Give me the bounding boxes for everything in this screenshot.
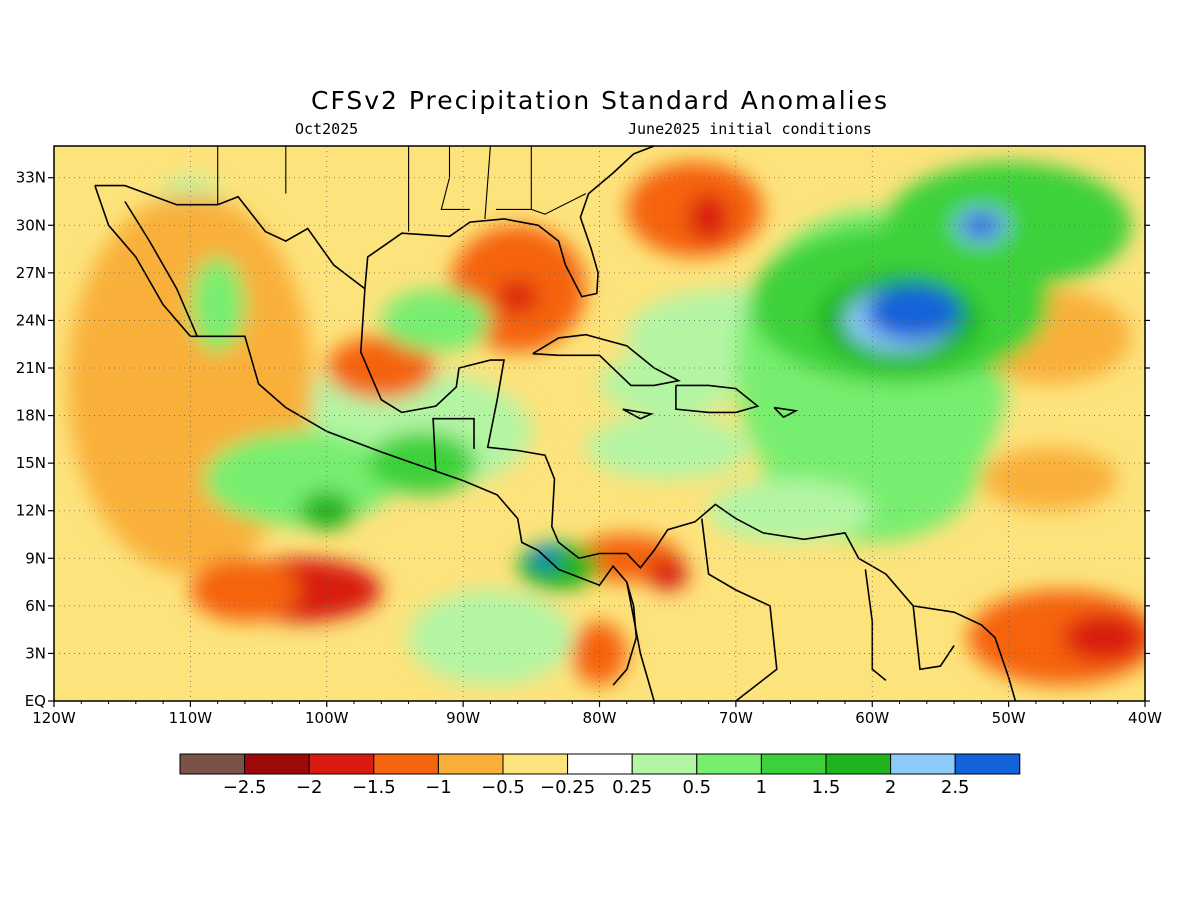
coastline <box>773 406 799 419</box>
anomaly-feature <box>967 590 1145 686</box>
initial-conditions: June2025 initial conditions <box>628 120 872 138</box>
lon-tick-label: 120W <box>32 709 76 727</box>
anomaly-feature <box>497 280 539 313</box>
lon-tick-label: 100W <box>305 709 349 727</box>
coastline <box>626 581 655 701</box>
anomaly-feature <box>981 447 1118 511</box>
legend-swatch <box>567 753 633 775</box>
coastline <box>359 288 1017 701</box>
lat-tick-label: 21N <box>16 359 46 377</box>
map-title: CFSv2 Precipitation Standard Anomalies <box>310 86 889 115</box>
anomaly-feature <box>190 257 245 353</box>
forecast-month: Oct2025 <box>295 120 359 138</box>
legend-label: −2.5 <box>223 777 267 798</box>
lat-tick-label: 24N <box>16 311 46 329</box>
color-legend: −2.5 −2 −1.5 −1 −0.5 −0.25 0.25 0.5 1 1.5 2 2.5 <box>179 753 1021 798</box>
lat-tick-label: 3N <box>25 644 46 662</box>
anomaly-feature <box>326 336 436 400</box>
lon-tick-label: 70W <box>719 709 753 727</box>
legend-swatch <box>179 753 246 775</box>
coastline <box>864 569 887 682</box>
lon-tick-label: 110W <box>169 709 213 727</box>
anomaly-feature <box>599 352 736 416</box>
legend-swatch <box>760 753 827 775</box>
legend-swatch <box>437 753 504 775</box>
legend-swatch <box>308 753 375 775</box>
coastline <box>364 146 655 298</box>
legend-label: 2 <box>885 777 896 798</box>
graticule <box>54 146 1145 701</box>
state-border <box>440 146 470 210</box>
legend-swatch <box>373 753 439 775</box>
lon-tick-label: 60W <box>855 709 889 727</box>
anomaly-feature <box>647 558 689 591</box>
anomaly-feature <box>190 558 300 622</box>
legend-swatch <box>890 753 956 775</box>
legend-swatch <box>631 753 698 775</box>
coastline <box>701 518 778 701</box>
lon-tick-label: 80W <box>583 709 617 727</box>
coastline <box>94 184 366 290</box>
legend-label: 0.5 <box>682 777 711 798</box>
coastline <box>675 384 760 414</box>
lat-tick-label: 33N <box>16 169 46 187</box>
anomaly-patch <box>408 590 573 686</box>
coastline <box>532 333 682 387</box>
lon-tick-label: 50W <box>992 709 1026 727</box>
legend-swatch <box>954 753 1021 775</box>
lat-tick-label: 18N <box>16 407 46 425</box>
anomaly-feature <box>865 283 961 342</box>
anomaly-feature <box>960 212 1002 238</box>
lat-tick-label: EQ <box>25 692 46 710</box>
anomaly-feature <box>517 542 600 590</box>
lat-tick-label: 9N <box>25 549 46 567</box>
anomaly-feature <box>885 161 1132 289</box>
anomaly-feature <box>585 415 750 479</box>
lat-tick-label: 27N <box>16 264 46 282</box>
legend-label: 1 <box>756 777 767 798</box>
legend-swatch <box>244 753 310 775</box>
state-border <box>484 146 491 219</box>
state-border <box>531 193 587 215</box>
coastline <box>622 408 655 420</box>
lat-tick-label: 15N <box>16 454 46 472</box>
legend-swatch <box>502 753 569 775</box>
legend-label: 1.5 <box>812 777 841 798</box>
coastline <box>912 605 955 671</box>
lat-tick-label: 12N <box>16 502 46 520</box>
legend-label: −1.5 <box>352 777 396 798</box>
lat-tick-label: 30N <box>16 216 46 234</box>
legend-label: 2.5 <box>941 777 970 798</box>
anomaly-feature <box>708 479 873 543</box>
legend-label: −2 <box>296 777 323 798</box>
legend-label: −1 <box>425 777 452 798</box>
legend-label: 0.25 <box>612 777 652 798</box>
legend-label: −0.25 <box>540 777 595 798</box>
coastline <box>432 417 475 472</box>
anomaly-feature <box>299 491 355 530</box>
legend-label: −0.5 <box>481 777 525 798</box>
coastlines <box>94 146 1017 701</box>
lon-tick-label: 90W <box>446 709 480 727</box>
anomaly-feature <box>688 193 730 242</box>
lon-tick-label: 40W <box>1128 709 1162 727</box>
coastline <box>124 201 198 337</box>
axis-ticks: 120W 110W 100W 90W 80W 70W 60W 50W 40W EQ 3N 6N 9N 12… <box>16 169 1162 727</box>
anomaly-feature <box>367 431 477 495</box>
anomaly-feature <box>1063 613 1145 662</box>
legend-swatch <box>825 753 892 775</box>
legend-swatch <box>696 753 762 775</box>
lat-tick-label: 6N <box>25 597 46 615</box>
